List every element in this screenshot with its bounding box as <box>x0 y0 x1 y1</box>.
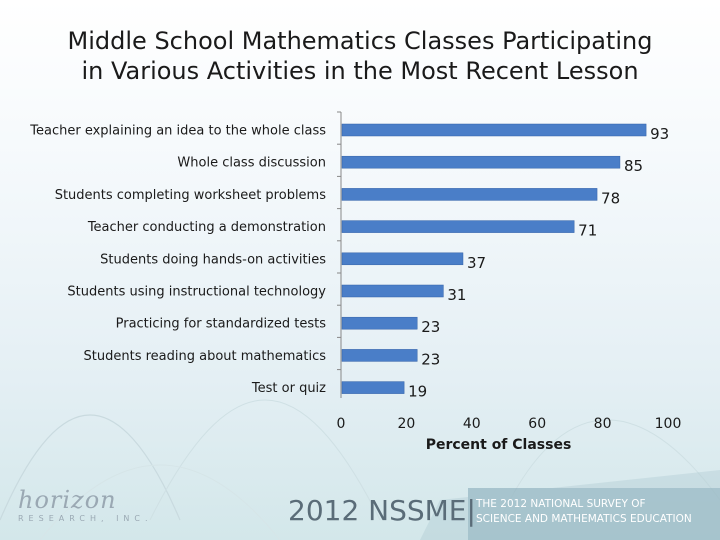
category-label: Students reading about mathematics <box>84 349 327 364</box>
chart-title-line-2: in Various Activities in the Most Recent… <box>81 57 639 85</box>
x-tick-label: 0 <box>337 416 346 432</box>
bar <box>341 220 575 233</box>
data-label: 23 <box>421 350 440 368</box>
category-label: Teacher conducting a demonstration <box>87 220 326 235</box>
category-label: Students using instructional technology <box>67 285 326 300</box>
survey-name-line-1: THE 2012 NATIONAL SURVEY OF <box>476 498 646 510</box>
category-label: Students doing hands-on activities <box>100 252 326 267</box>
x-tick-label: 20 <box>397 416 415 432</box>
data-label: 37 <box>467 254 486 272</box>
category-label: Students completing worksheet problems <box>55 188 327 203</box>
x-tick-label: 40 <box>463 416 481 432</box>
bar <box>341 155 621 169</box>
bar <box>341 349 418 362</box>
x-axis-label: Percent of Classes <box>426 437 572 453</box>
survey-name: THE 2012 NATIONAL SURVEY OF SCIENCE AND … <box>476 497 692 527</box>
category-label: Practicing for standardized tests <box>116 317 327 332</box>
data-label: 19 <box>408 383 427 401</box>
category-label: Teacher explaining an idea to the whole … <box>29 124 326 139</box>
survey-name-line-2: SCIENCE AND MATHEMATICS EDUCATION <box>476 513 692 525</box>
logo-subtitle: RESEARCH, INC. <box>18 514 153 523</box>
horizon-logo: horizon RESEARCH, INC. <box>14 486 154 526</box>
category-label: Test or quiz <box>251 381 326 396</box>
bar <box>341 316 418 330</box>
data-label: 85 <box>624 157 643 175</box>
bar <box>341 123 647 137</box>
chart-title-line-1: Middle School Mathematics Classes Partic… <box>67 27 653 55</box>
data-label: 78 <box>601 189 620 207</box>
x-tick-label: 100 <box>655 416 682 432</box>
data-label: 71 <box>578 222 597 240</box>
logo-word: horizon <box>18 486 117 514</box>
data-label: 23 <box>421 318 440 336</box>
category-label: Whole class discussion <box>177 156 326 171</box>
bar <box>341 188 598 201</box>
bar <box>341 252 464 266</box>
x-tick-label: 80 <box>594 416 612 432</box>
data-label: 93 <box>650 125 669 143</box>
survey-year: 2012 NSSME| <box>288 494 476 527</box>
data-label: 31 <box>447 286 466 304</box>
chart-title: Middle School Mathematics Classes Partic… <box>0 26 720 86</box>
x-tick-label: 60 <box>528 416 546 432</box>
bar <box>341 284 444 298</box>
bar <box>341 381 405 394</box>
